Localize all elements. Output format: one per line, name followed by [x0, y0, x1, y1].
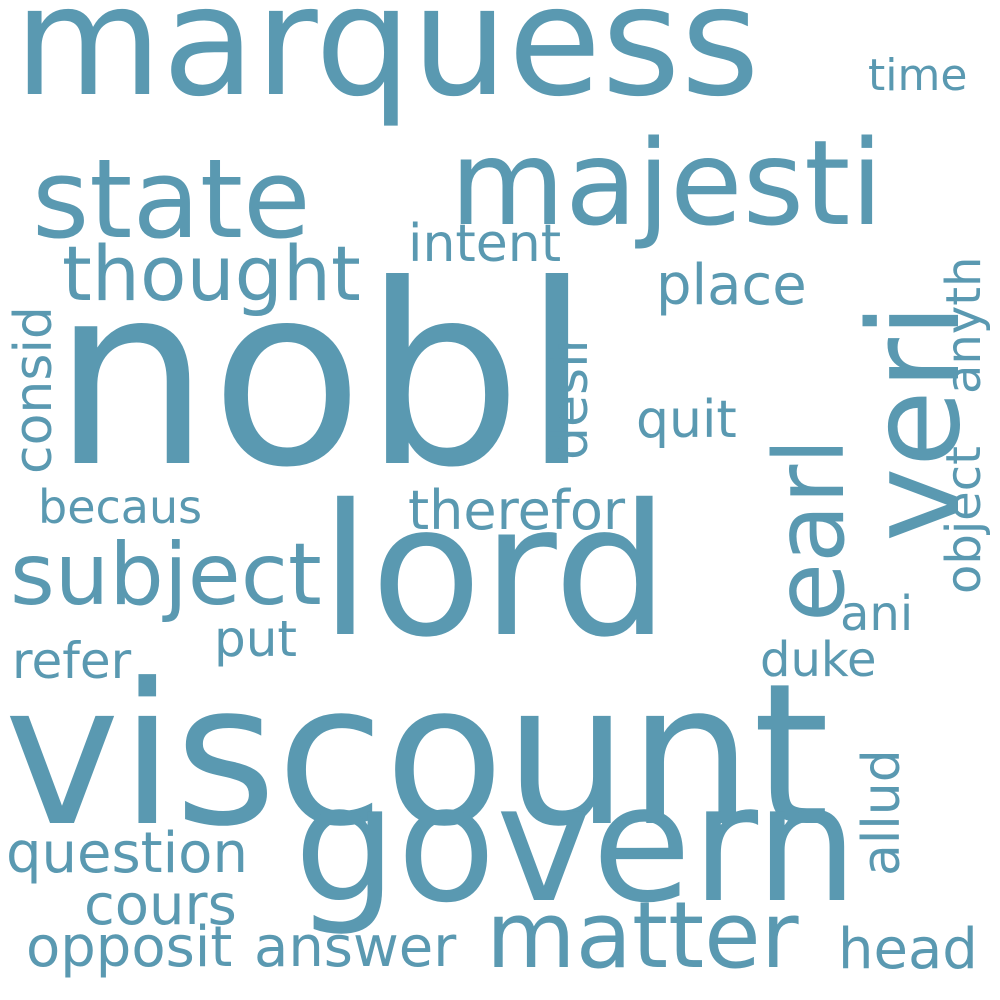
- word-answer: answer: [254, 915, 457, 980]
- word-ani: ani: [840, 586, 914, 642]
- word-object: object: [936, 446, 992, 594]
- word-matter: matter: [486, 882, 799, 989]
- word-marquess: marquess: [14, 0, 760, 130]
- word-allud: allud: [852, 749, 912, 876]
- word-refer: refer: [12, 632, 132, 690]
- word-viscount: viscount: [4, 642, 830, 870]
- word-put: put: [214, 610, 298, 668]
- word-head: head: [838, 917, 978, 982]
- word-question: question: [6, 821, 248, 886]
- word-lord: lord: [320, 465, 670, 677]
- word-consid: consid: [4, 306, 64, 474]
- word-intent: intent: [408, 214, 562, 274]
- word-govern: govern: [294, 751, 858, 939]
- word-anyth: anyth: [936, 256, 992, 394]
- word-earl: earl: [754, 437, 866, 622]
- word-quit: quit: [636, 390, 737, 450]
- word-cours: cours: [84, 873, 237, 938]
- word-duke: duke: [760, 632, 877, 688]
- word-thought: thought: [62, 229, 361, 318]
- word-opposit: opposit: [26, 915, 233, 980]
- word-desir: desir: [540, 332, 600, 460]
- word-becaus: becaus: [38, 480, 203, 534]
- word-state: state: [32, 135, 311, 263]
- word-therefor: therefor: [408, 479, 626, 542]
- word-place: place: [656, 253, 807, 318]
- word-nobl: nobl: [52, 231, 592, 522]
- word-majesti: majesti: [450, 114, 884, 252]
- word-subject: subject: [10, 525, 322, 625]
- word-time: time: [868, 50, 968, 101]
